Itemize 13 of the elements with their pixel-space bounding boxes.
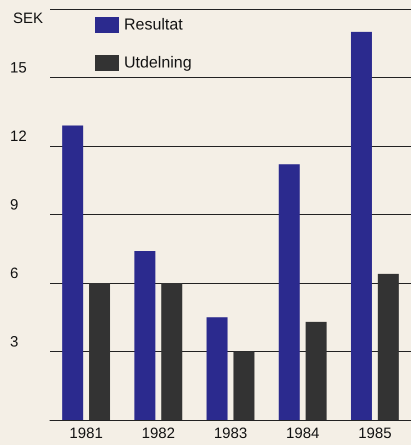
y-tick-label: 15 [10, 60, 27, 76]
x-tick-label: 1981 [69, 425, 103, 442]
legend-label: Resultat [124, 16, 184, 34]
y-axis-title: SEK [13, 10, 44, 27]
y-tick-label: 12 [10, 128, 27, 145]
x-tick-label: 1984 [286, 425, 320, 442]
x-tick-label: 1983 [214, 425, 248, 442]
y-tick-label: 9 [10, 196, 18, 214]
legend-label: Utdelning [124, 54, 192, 72]
x-tick-label: 1982 [142, 425, 175, 442]
x-tick-label: 1985 [358, 425, 392, 442]
y-tick-label: 3 [10, 334, 18, 350]
y-tick-label: 6 [10, 265, 18, 282]
